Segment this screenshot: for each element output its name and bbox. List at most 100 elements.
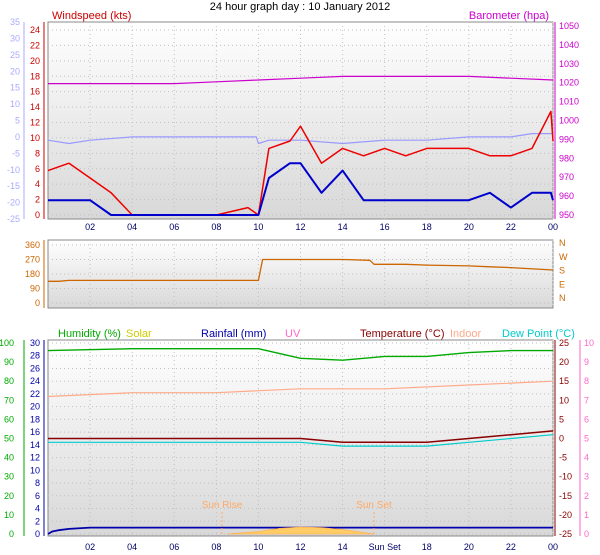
baro-tick: 990 [559, 134, 574, 144]
uv-tick: 10 [584, 338, 594, 348]
wind-tick: 16 [30, 87, 40, 97]
baro-tick: 1050 [559, 21, 579, 31]
direction-tick: 0 [35, 298, 40, 308]
outer-left-tick: -5 [12, 148, 20, 158]
x-tick-label: Sun Set [369, 542, 402, 552]
compass-tick: S [559, 266, 565, 276]
rainfall-line [47, 526, 553, 535]
x-tick-label: 02 [85, 542, 95, 552]
temperature-tick: 15 [559, 376, 569, 386]
legend-humidity: Humidity (%) [58, 328, 121, 340]
x-tick-label: 08 [211, 542, 221, 552]
panel-wind-baro-series [47, 75, 554, 216]
temperature-tick: 10 [559, 395, 569, 405]
panel-wind-baro-bg [47, 21, 554, 220]
outer-left-tick: 20 [10, 66, 20, 76]
legend: Humidity (%) Solar Rainfall (mm) UV Temp… [58, 328, 575, 340]
temperature-line [47, 133, 553, 145]
uv-tick: 4 [584, 453, 589, 463]
humidity-tick: 60 [4, 414, 14, 424]
legend-solar: Solar [126, 328, 152, 340]
x-tick-label: 08 [211, 222, 221, 232]
x-tick-label: 20 [464, 222, 474, 232]
humidity-tick: 0 [9, 529, 14, 539]
baro-axis-ticks: 1050 1040 1030 1020 1010 1000 990 980 970 960 950 [559, 21, 579, 220]
temperature-tick: -20 [559, 510, 572, 520]
panel-multi-grid [48, 340, 554, 536]
direction-axis-ticks: 360 270 180 90 0 [25, 240, 40, 308]
rainfall-tick: 4 [35, 504, 40, 514]
uv-tick: 6 [584, 414, 589, 424]
uv-tick: 5 [584, 434, 589, 444]
temperature-line [48, 430, 554, 444]
wind-tick: 0 [35, 210, 40, 220]
rainfall-tick: 6 [35, 491, 40, 501]
x-tick-label: 12 [295, 542, 305, 552]
outer-left-tick: -20 [7, 198, 20, 208]
humidity-tick: 50 [4, 434, 14, 444]
legend-rainfall: Rainfall (mm) [201, 328, 266, 340]
direction-tick: 270 [25, 255, 40, 265]
baro-tick: 950 [559, 210, 574, 220]
baro-tick: 960 [559, 191, 574, 201]
outer-left-tick: 15 [10, 83, 20, 93]
solar-area [226, 526, 375, 535]
temperature-axis-ticks: 25 20 15 10 5 0 -5 -10 -15 -20 -25 [559, 338, 572, 539]
sun-markers: Sun Rise Sun Set [202, 500, 392, 536]
humidity-tick: 10 [4, 510, 14, 520]
uv-tick: 3 [584, 472, 589, 482]
uv-tick: 9 [584, 357, 589, 367]
x-tick-label: 22 [506, 222, 516, 232]
x-tick-label: 10 [253, 542, 263, 552]
indoor-line [47, 380, 554, 398]
rainfall-tick: 2 [35, 516, 40, 526]
rainfall-tick: 28 [30, 351, 40, 361]
panel-wind-baro-grid [48, 22, 554, 219]
direction-tick: 90 [30, 284, 40, 294]
x-tick-label: 18 [422, 222, 432, 232]
x-tick-label: 18 [422, 542, 432, 552]
compass-tick: N [559, 293, 566, 303]
panel-multi-xticks: 02 04 06 08 10 12 14 Sun Set 18 20 22 00 [85, 542, 558, 552]
rainfall-tick: 26 [30, 363, 40, 373]
outer-left-tick: 0 [15, 132, 20, 142]
compass-tick: W [559, 252, 568, 262]
uv-tick: 0 [584, 529, 589, 539]
rainfall-tick: 22 [30, 389, 40, 399]
x-tick-label: 20 [464, 542, 474, 552]
panel-wind-direction-series [48, 258, 554, 282]
rainfall-tick: 14 [30, 440, 40, 450]
sunset-label: Sun Set [356, 500, 392, 511]
outer-left-tick: -15 [7, 181, 20, 191]
wind-tick: 22 [30, 40, 40, 50]
baro-tick: 1020 [559, 78, 579, 88]
direction-tick: 360 [25, 240, 40, 250]
rainfall-tick: 20 [30, 402, 40, 412]
legend-temperature: Temperature (°C) [360, 328, 444, 340]
wind-tick: 18 [30, 71, 40, 81]
dewpoint-line [48, 434, 554, 447]
x-tick-label: 22 [506, 542, 516, 552]
outer-left-tick: 35 [10, 17, 20, 27]
x-tick-label: 00 [548, 222, 558, 232]
outer-left-tick: 25 [10, 50, 20, 60]
legend-uv: UV [285, 328, 301, 340]
wind-direction-line [48, 258, 554, 282]
wind-tick: 10 [30, 133, 40, 143]
baro-tick: 1040 [559, 40, 579, 50]
humidity-tick: 80 [4, 376, 14, 386]
rainfall-tick: 24 [30, 376, 40, 386]
rainfall-tick: 8 [35, 478, 40, 488]
uv-tick: 7 [584, 395, 589, 405]
humidity-tick: 20 [4, 491, 14, 501]
legend-indoor: Indoor [450, 328, 482, 340]
x-tick-label: 04 [127, 542, 137, 552]
baro-axis-label: Barometer (hpa) [469, 10, 549, 22]
wind-tick: 8 [35, 148, 40, 158]
temperature-tick: 0 [559, 434, 564, 444]
